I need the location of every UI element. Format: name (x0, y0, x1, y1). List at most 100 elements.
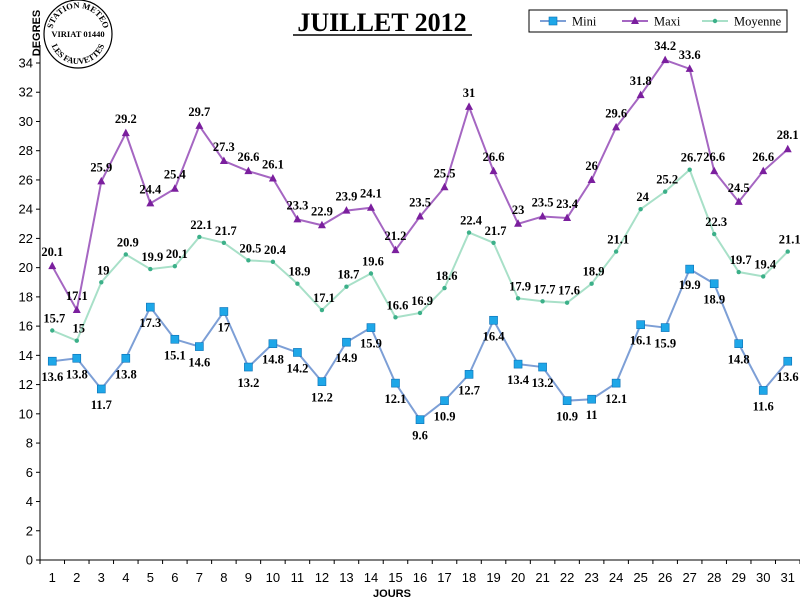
data-label: 21.7 (485, 224, 507, 238)
data-label: 19 (97, 263, 110, 277)
x-tick-label: 7 (196, 570, 203, 585)
data-label: 15 (73, 322, 86, 336)
x-tick-label: 3 (98, 570, 105, 585)
data-point-moyenne (540, 299, 545, 304)
data-label: 19.9 (141, 250, 163, 264)
data-label: 12.1 (385, 392, 407, 406)
y-tick-label: 14 (19, 348, 33, 363)
data-point-mini (611, 378, 621, 388)
data-label: 12.7 (458, 383, 480, 397)
x-tick-label: 13 (339, 570, 353, 585)
x-tick-label: 17 (437, 570, 451, 585)
data-label: 17.1 (66, 289, 88, 303)
data-label: 20.1 (41, 245, 63, 259)
data-point-mini (170, 334, 180, 344)
y-tick-label: 4 (26, 494, 33, 509)
data-label: 24.1 (360, 187, 382, 201)
data-label: 17.1 (313, 291, 335, 305)
y-axis-label: DEGRES (31, 10, 43, 56)
data-label: 21.2 (385, 229, 407, 243)
data-point-moyenne (466, 230, 472, 235)
data-label: 17.7 (534, 282, 556, 296)
x-tick-label: 2 (73, 570, 80, 585)
data-label: 24.5 (728, 181, 750, 195)
data-label: 9.6 (412, 429, 428, 443)
data-label: 20.5 (239, 241, 261, 255)
data-label: 17.9 (509, 279, 531, 293)
data-label: 14.2 (286, 361, 308, 375)
data-label: 13.8 (115, 367, 137, 381)
y-tick-label: 10 (19, 406, 33, 421)
data-label: 12.2 (311, 391, 333, 405)
data-point-mini (513, 359, 523, 369)
data-point-mini (660, 323, 670, 332)
data-label: 23.5 (532, 195, 554, 209)
data-label: 23.4 (556, 197, 579, 211)
data-label: 17 (218, 321, 231, 335)
x-tick-label: 10 (266, 570, 280, 585)
data-label: 13.2 (237, 376, 259, 390)
data-label: 26.6 (703, 150, 725, 164)
data-label: 13.6 (777, 370, 799, 384)
data-point-moyenne (687, 167, 692, 172)
data-point-maxi (563, 213, 572, 221)
data-point-mini (96, 384, 106, 394)
data-label: 14.9 (336, 351, 358, 365)
legend-item-maxi: Maxi (622, 15, 681, 29)
data-label: 33.6 (679, 48, 701, 62)
x-tick-label: 28 (707, 570, 721, 585)
data-point-moyenne (491, 240, 496, 245)
data-label: 25.2 (656, 173, 678, 187)
data-point-maxi (72, 305, 81, 314)
x-tick-label: 26 (658, 570, 672, 585)
chart-title: JUILLET 2012 (297, 8, 466, 37)
data-label: 16.1 (630, 334, 652, 348)
data-point-mini (219, 307, 229, 316)
data-point-maxi (317, 220, 326, 229)
data-point-mini (121, 353, 131, 363)
data-point-moyenne (564, 300, 570, 305)
y-tick-label: 0 (26, 553, 33, 568)
data-label: 23 (512, 203, 525, 217)
data-point-moyenne (589, 281, 594, 286)
data-point-mini (685, 264, 694, 274)
data-label: 16.4 (483, 329, 506, 343)
data-point-mini (47, 356, 57, 366)
data-point-mini (317, 377, 327, 386)
data-label: 29.6 (605, 106, 627, 120)
data-point-moyenne (172, 263, 178, 269)
data-point-moyenne (613, 249, 619, 254)
data-label: 26.6 (237, 150, 259, 164)
data-label: 15.9 (360, 337, 382, 351)
data-label: 22.9 (311, 204, 333, 218)
data-point-mini (72, 353, 82, 363)
data-label: 11.6 (753, 399, 774, 413)
y-tick-label: 20 (19, 260, 33, 275)
y-tick-label: 16 (19, 319, 33, 334)
y-tick-label: 32 (19, 85, 33, 100)
x-tick-label: 22 (560, 570, 574, 585)
x-tick-label: 6 (171, 570, 178, 585)
data-point-mini (415, 415, 425, 424)
data-point-mini (734, 339, 744, 348)
y-tick-label: 8 (26, 436, 33, 451)
data-point-mini (709, 279, 719, 289)
data-point-mini (538, 362, 547, 372)
data-point-maxi (661, 55, 670, 64)
data-point-maxi (121, 128, 130, 137)
data-point-maxi (268, 173, 277, 182)
data-label: 18.9 (583, 265, 605, 279)
data-label: 19.4 (754, 257, 777, 271)
data-label: 15.9 (654, 337, 676, 351)
series-mini (47, 264, 793, 424)
data-label: 23.3 (286, 198, 308, 212)
data-point-maxi (636, 90, 645, 99)
svg-text:LES FAUVETTES: LES FAUVETTES (50, 42, 107, 66)
data-point-moyenne (442, 285, 447, 291)
data-label: 20.4 (264, 243, 287, 257)
data-point-moyenne (662, 189, 668, 194)
data-point-maxi (440, 182, 449, 191)
